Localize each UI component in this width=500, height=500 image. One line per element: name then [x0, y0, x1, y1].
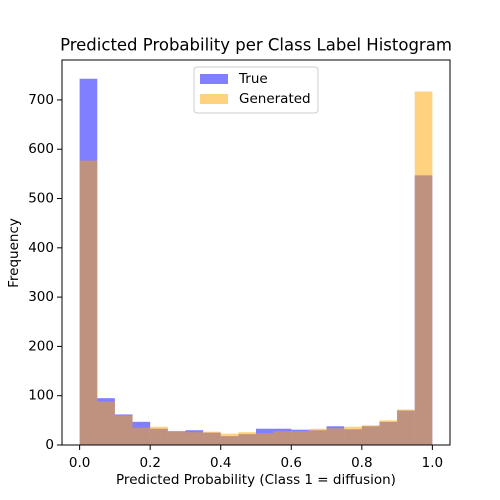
legend-label: True [238, 71, 268, 87]
y-tick-label: 400 [28, 240, 54, 256]
y-tick-label: 100 [28, 388, 54, 404]
x-tick-label: 0.2 [139, 455, 160, 471]
bar [114, 415, 133, 445]
x-tick-label: 0.8 [351, 455, 372, 471]
bar [414, 91, 433, 446]
y-tick-label: 500 [28, 191, 54, 207]
y-tick-label: 700 [28, 92, 54, 108]
y-tick-label: 600 [28, 141, 54, 157]
bar [273, 431, 292, 445]
bar [185, 432, 204, 445]
chart-title: Predicted Probability per Class Label Hi… [60, 36, 452, 55]
bar [397, 409, 415, 445]
bar [379, 420, 398, 445]
bar [97, 401, 115, 445]
x-axis-label: Predicted Probability (Class 1 = diffusi… [116, 472, 396, 488]
y-tick-label: 300 [28, 289, 54, 305]
bar [167, 431, 186, 445]
plot-frame [61, 59, 451, 446]
y-tick-label: 200 [28, 338, 54, 354]
legend-swatch [200, 94, 228, 104]
bar [256, 433, 274, 445]
legend-label: Generated [239, 91, 311, 107]
x-tick-label: 0.0 [69, 455, 90, 471]
bar [361, 425, 380, 445]
x-tick-label: 0.4 [210, 455, 231, 471]
x-tick-label: 0.6 [281, 455, 302, 471]
bar [308, 428, 327, 445]
bar [132, 427, 151, 445]
bar [220, 433, 239, 445]
bar [344, 426, 362, 445]
bar [79, 160, 98, 445]
y-axis-label: Frequency [6, 218, 22, 288]
bar [203, 431, 221, 445]
bar [238, 432, 256, 445]
y-tick-label: 0 [45, 437, 54, 453]
legend-swatch [200, 74, 228, 84]
bar [291, 431, 309, 445]
x-tick-label: 1.0 [422, 455, 443, 471]
bar [326, 428, 345, 445]
bar [150, 426, 168, 445]
